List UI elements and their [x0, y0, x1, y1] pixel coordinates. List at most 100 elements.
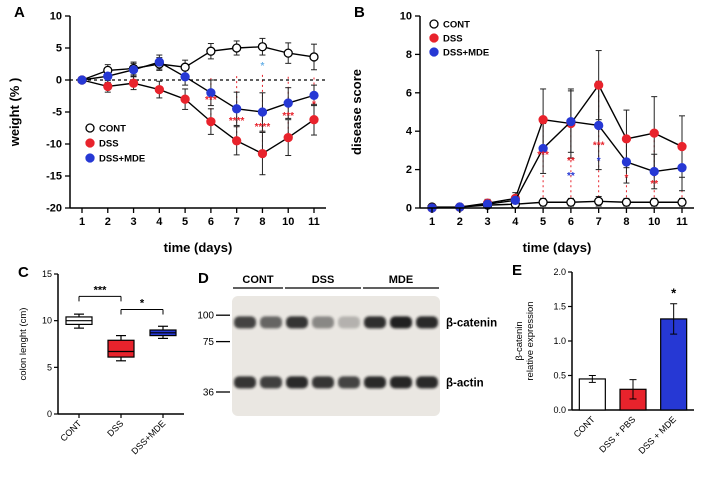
data-point: [677, 163, 687, 173]
svg-text:10: 10: [648, 216, 660, 228]
data-point: [482, 199, 493, 209]
data-point: [621, 134, 632, 144]
data-point: [538, 143, 548, 154]
data-point: [206, 46, 216, 56]
svg-text:colon lenght (cm): colon lenght (cm): [18, 308, 29, 381]
svg-text:*: *: [597, 156, 601, 167]
svg-text:4: 4: [512, 216, 519, 228]
panel-d-letter: D: [198, 270, 209, 287]
svg-text:β-catenin: β-catenin: [446, 317, 497, 329]
svg-text:6: 6: [568, 216, 574, 228]
data-point: [180, 94, 190, 104]
blot-band: [390, 316, 412, 329]
svg-text:4: 4: [156, 216, 163, 228]
data-point: [154, 57, 164, 67]
svg-text:DSS+MDE: DSS+MDE: [99, 154, 145, 165]
data-point: [128, 78, 139, 88]
svg-text:-5: -5: [52, 107, 62, 119]
data-point: [180, 62, 190, 72]
data-point: [309, 115, 319, 125]
bar: [578, 378, 606, 411]
data-point: [103, 71, 113, 81]
svg-text:CONT: CONT: [572, 414, 597, 439]
svg-text:CONT: CONT: [242, 274, 273, 286]
svg-text:5: 5: [540, 216, 546, 228]
svg-text:10: 10: [282, 216, 294, 228]
data-point: [257, 107, 268, 117]
svg-text:11: 11: [308, 216, 320, 228]
svg-text:disease score: disease score: [349, 69, 364, 155]
svg-text:β-catenin: β-catenin: [514, 321, 525, 360]
svg-text:DSS + PBS: DSS + PBS: [597, 414, 637, 454]
svg-text:0.0: 0.0: [553, 405, 566, 415]
data-point: [677, 141, 687, 152]
svg-text:36: 36: [203, 388, 215, 399]
svg-text:1: 1: [79, 216, 85, 228]
data-point: [206, 116, 216, 127]
svg-text:DSS+MDE: DSS+MDE: [443, 48, 489, 59]
data-point: [103, 81, 113, 92]
svg-text:DSS+MDE: DSS+MDE: [129, 418, 167, 456]
blot-band: [416, 376, 438, 389]
svg-text:4: 4: [406, 126, 413, 138]
data-point: [128, 65, 139, 75]
panel-e-letter: E: [512, 262, 523, 279]
blot-band: [364, 376, 386, 389]
data-point: [257, 148, 268, 159]
panel-e: E 0.0 0.5 1.0 1.5 2.0 CONT DSS + PBS DSS + MDE *…: [512, 256, 704, 474]
panel-b-letter: B: [354, 4, 365, 21]
svg-text:6: 6: [406, 87, 412, 99]
svg-text:8: 8: [406, 49, 412, 61]
data-point: [309, 90, 319, 101]
svg-text:0: 0: [47, 409, 52, 419]
svg-text:*: *: [260, 61, 264, 72]
svg-text:3: 3: [484, 216, 490, 228]
data-point: [538, 115, 548, 125]
svg-text:**: **: [650, 179, 658, 190]
svg-text:2.0: 2.0: [553, 267, 566, 277]
svg-text:3: 3: [130, 216, 136, 228]
blot-band: [286, 316, 308, 329]
svg-text:****: ****: [255, 122, 271, 133]
svg-text:2: 2: [105, 216, 111, 228]
svg-text:1.0: 1.0: [553, 336, 566, 346]
svg-text:DSS + MDE: DSS + MDE: [637, 414, 679, 456]
data-point: [232, 136, 242, 146]
data-point: [283, 132, 293, 143]
data-point: [649, 166, 659, 177]
svg-text:5: 5: [47, 362, 52, 372]
svg-text:-10: -10: [46, 139, 62, 151]
svg-text:7: 7: [234, 216, 240, 228]
panel-a: A *** **** **** *** * * -20 -15 -10 -5 0 5 10 1 2 3 4 5 6 7…: [6, 0, 338, 258]
svg-text:1.5: 1.5: [553, 302, 566, 312]
svg-text:0: 0: [56, 75, 62, 87]
blot-band: [286, 376, 308, 389]
svg-text:15: 15: [42, 269, 52, 279]
svg-text:β-actin: β-actin: [446, 377, 484, 389]
svg-text:0: 0: [406, 203, 412, 215]
blot-band: [416, 316, 438, 329]
panel-b: B *** ** ** *** * * ** 0 2 4 6 8 10 1 2 3 4 5 6 7 8 10 11 time …: [348, 0, 708, 258]
blot-band: [312, 376, 334, 389]
data-point: [77, 75, 87, 85]
data-point: [206, 88, 216, 98]
svg-text:10: 10: [400, 11, 412, 23]
svg-text:2: 2: [457, 216, 463, 228]
blot-band: [390, 376, 412, 389]
data-point: [283, 98, 293, 108]
svg-text:10: 10: [42, 316, 52, 326]
beta-catenin-bar-chart: 0.0 0.5 1.0 1.5 2.0 CONT DSS + PBS DSS + MDE * β-…: [514, 267, 694, 456]
svg-text:***: ***: [282, 111, 294, 122]
svg-text:DSS: DSS: [443, 34, 463, 45]
data-point: [621, 197, 632, 207]
data-point: [283, 48, 293, 58]
svg-text:*: *: [624, 173, 628, 184]
data-point: [180, 72, 190, 82]
svg-text:7: 7: [596, 216, 602, 228]
data-point: [594, 196, 604, 206]
data-point: [594, 120, 604, 131]
